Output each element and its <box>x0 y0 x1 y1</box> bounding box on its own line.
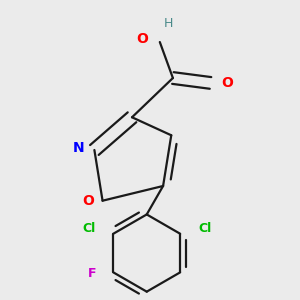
Text: O: O <box>82 194 94 208</box>
Text: N: N <box>73 141 85 155</box>
Text: Cl: Cl <box>82 222 95 235</box>
Text: O: O <box>221 76 233 90</box>
Text: H: H <box>163 16 173 30</box>
Text: F: F <box>88 268 96 281</box>
Text: Cl: Cl <box>198 222 211 235</box>
Text: O: O <box>136 32 148 46</box>
